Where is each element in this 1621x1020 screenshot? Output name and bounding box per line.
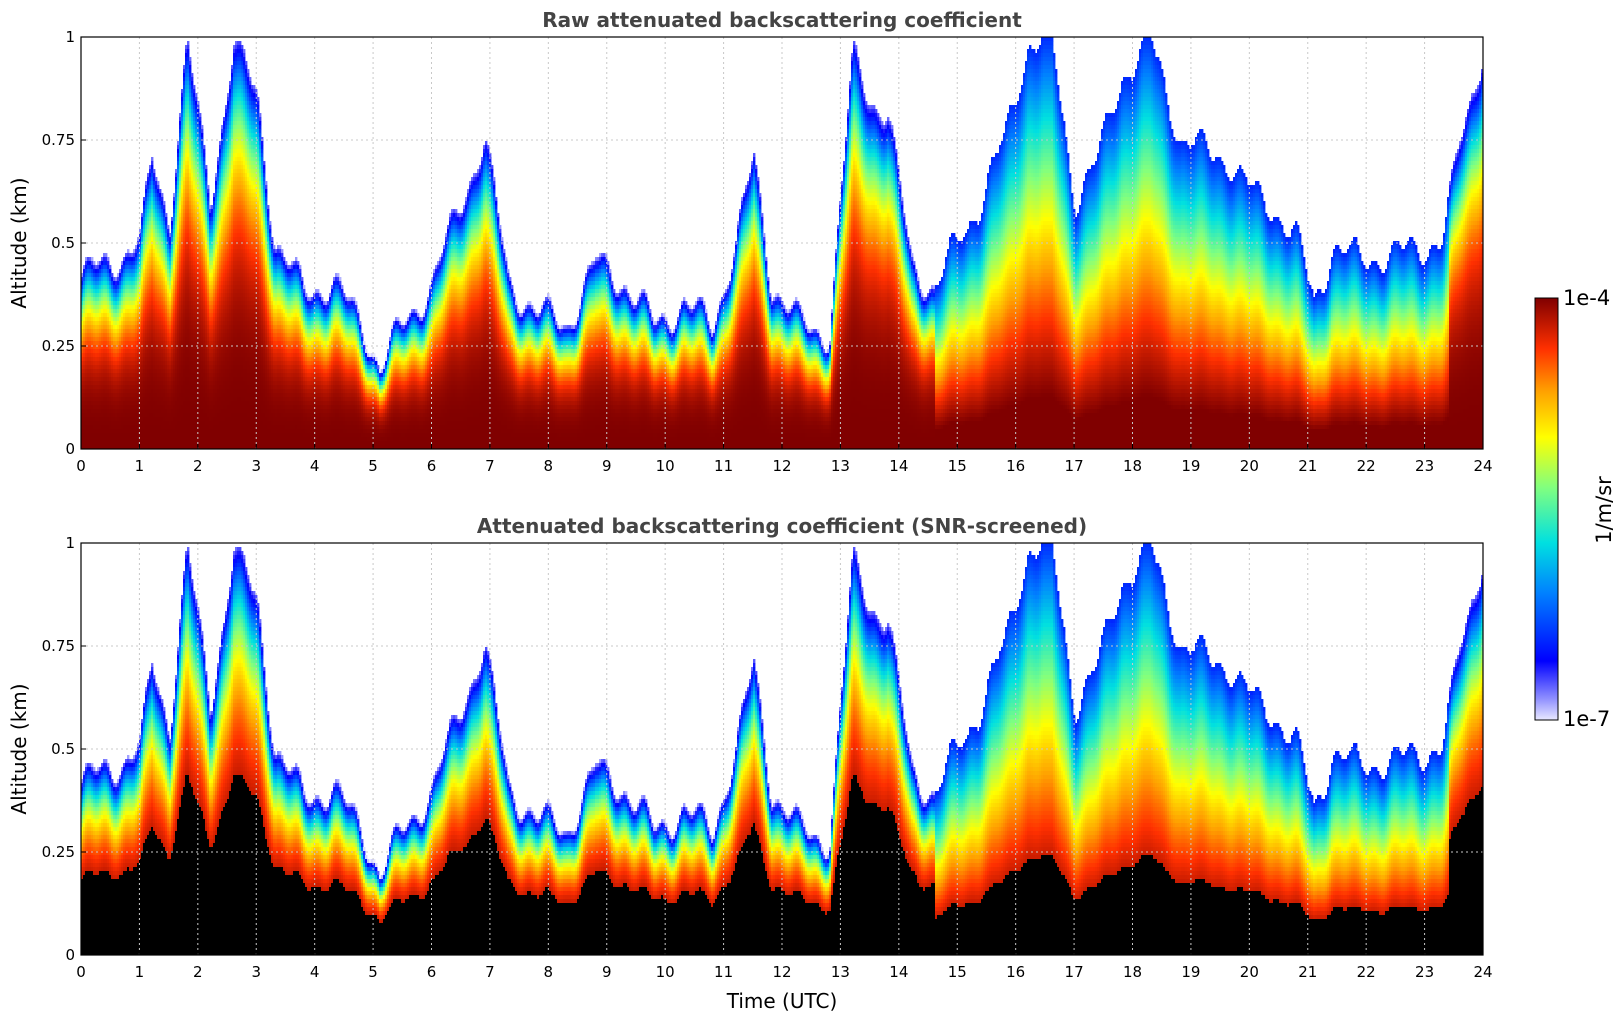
heatmap-cell [163, 201, 165, 205]
heatmap-cell [161, 197, 163, 201]
heatmap-cell [93, 261, 95, 265]
heatmap-cell [203, 145, 205, 149]
heatmap-cell [189, 57, 191, 61]
heatmap-cell [195, 93, 197, 97]
heatmap-cell [167, 229, 169, 233]
heatmap-cell [109, 265, 111, 269]
heatmap-cell [187, 45, 189, 49]
heatmap-cell [205, 177, 207, 181]
heatmap-cell [199, 121, 201, 125]
heatmap-cell [161, 193, 163, 197]
heatmap-cell [199, 113, 201, 117]
heatmap-cell [165, 221, 167, 225]
heatmap-cell [207, 193, 209, 197]
heatmap-cell [165, 213, 167, 217]
heatmap-cell [151, 161, 153, 165]
chart-title-raw: Raw attenuated backscattering coefficien… [542, 8, 1022, 32]
heatmap-cell [109, 269, 111, 273]
heatmap-cell [207, 197, 209, 201]
heatmap-cell [191, 77, 193, 81]
heatmap-cell [163, 205, 165, 209]
heatmap-cell [203, 161, 205, 165]
heatmap-cell [127, 249, 129, 253]
heatmap-cell [205, 181, 207, 185]
heatmap-cell [199, 117, 201, 121]
heatmap-cell [187, 53, 189, 57]
heatmap-cell [193, 85, 195, 89]
heatmap-cell [201, 133, 203, 137]
heatmap-cell [155, 177, 157, 181]
heatmap-cell [187, 49, 189, 53]
heatmap-cell [203, 153, 205, 157]
heatmap-cell [189, 61, 191, 65]
heatmap-cell [201, 129, 203, 133]
heatmap-cell [201, 141, 203, 145]
heatmap-cell [107, 257, 109, 261]
heatmap-cell [153, 173, 155, 177]
heatmap-cell [189, 69, 191, 73]
heatmap-cell [105, 253, 107, 257]
heatmap-cell [207, 185, 209, 189]
heatmap-cell [207, 189, 209, 193]
heatmap-cell [111, 273, 113, 277]
heatmap-cell [203, 149, 205, 153]
heatmap-cell [187, 41, 189, 45]
heatmap-cell [195, 97, 197, 101]
heatmap-cell [157, 185, 159, 189]
heatmap-cell [189, 65, 191, 69]
heatmap-cell [91, 257, 93, 261]
heatmap-cell [159, 189, 161, 193]
heatmap-cell [205, 169, 207, 173]
heatmap-cell [151, 157, 153, 161]
heatmap-cell [207, 201, 209, 205]
heatmap-cell [193, 89, 195, 93]
heatmap-cell [167, 225, 169, 229]
heatmap-cell [201, 125, 203, 129]
heatmap-cell [201, 137, 203, 141]
heatmap-cell [205, 165, 207, 169]
heatmap-cell [107, 261, 109, 265]
heatmap-cell [153, 169, 155, 173]
heatmap-cell [205, 173, 207, 177]
heatmap-cell [191, 81, 193, 85]
heatmap-cell [163, 209, 165, 213]
heatmap-cell [165, 217, 167, 221]
panel-raw: Raw attenuated backscattering coefficien… [7, 8, 1493, 475]
heatmap-cell [191, 73, 193, 77]
heatmap-cell [157, 181, 159, 185]
heatmap-cell [203, 157, 205, 161]
heatmap-cell [151, 165, 153, 169]
